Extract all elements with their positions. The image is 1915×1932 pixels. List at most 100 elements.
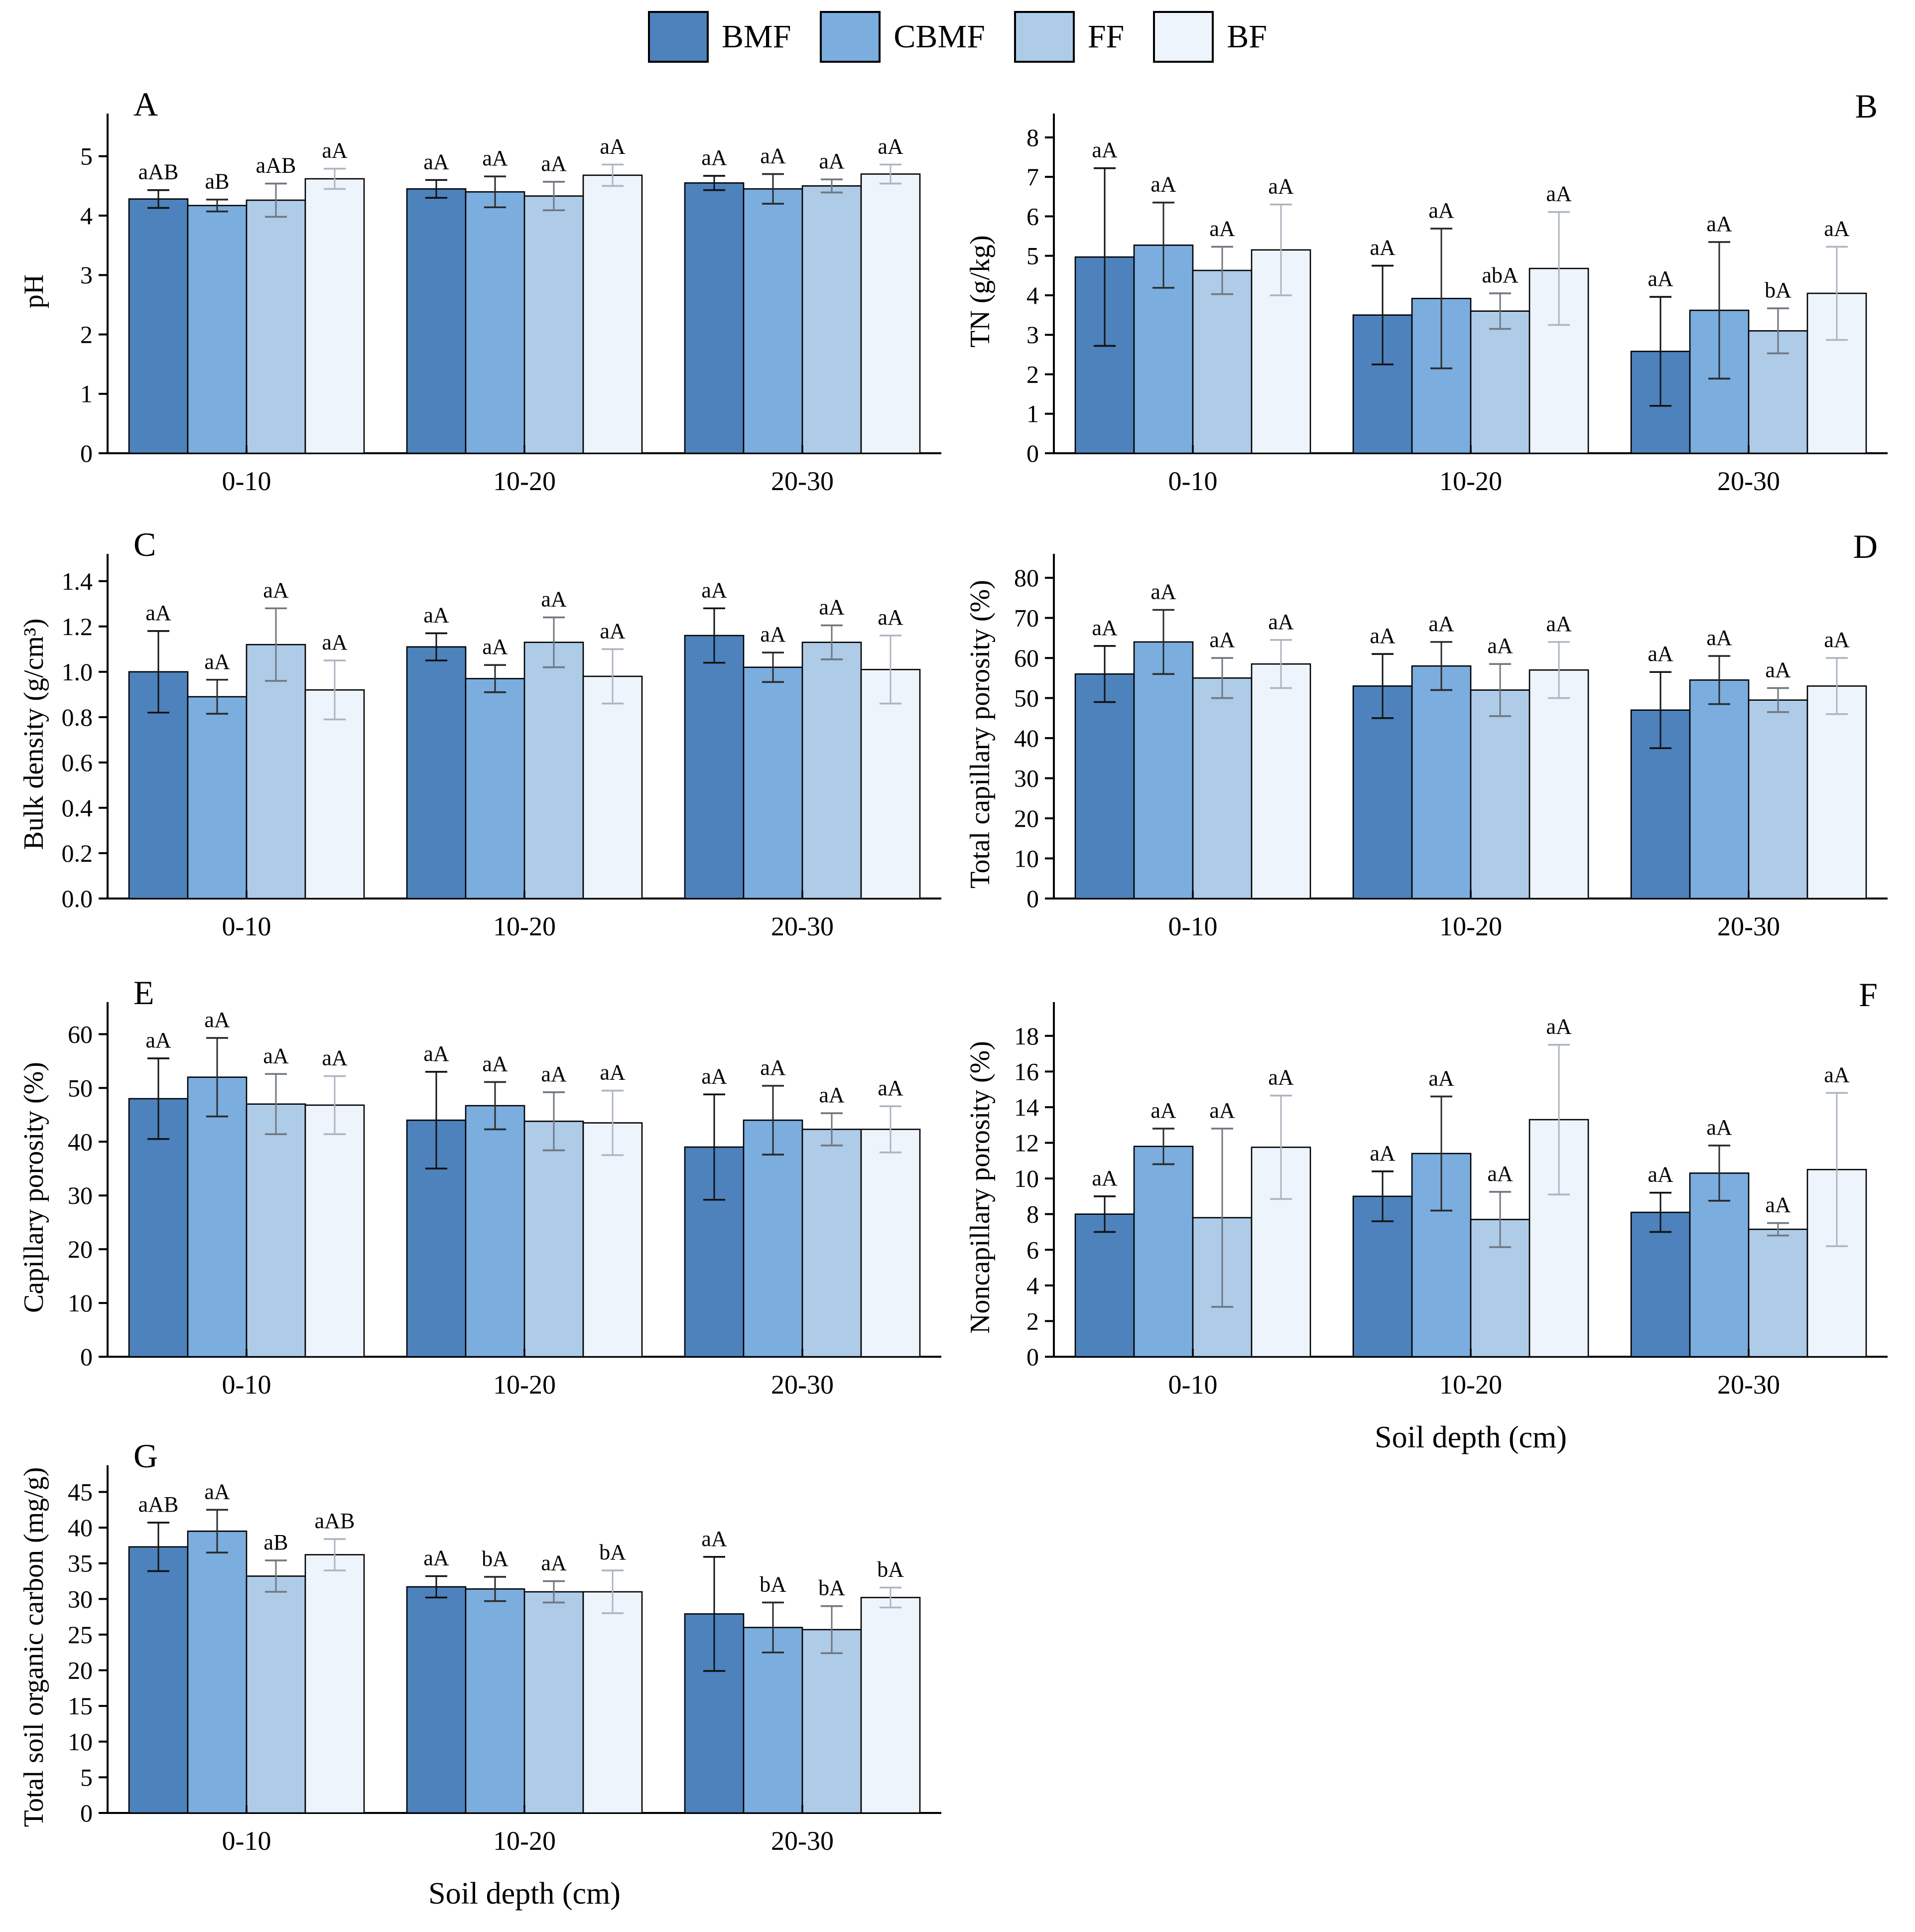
svg-text:aA: aA xyxy=(1150,1098,1176,1123)
svg-text:5: 5 xyxy=(1026,242,1039,270)
svg-text:aA: aA xyxy=(1765,1193,1791,1217)
svg-text:30: 30 xyxy=(68,1181,93,1209)
svg-text:50: 50 xyxy=(1014,684,1039,712)
svg-text:aA: aA xyxy=(263,1043,289,1068)
panel-E-chart: 0 10 20 30 40 50 60 Capillary porosity (%) EaA aA… xyxy=(18,974,941,1400)
svg-text:20: 20 xyxy=(68,1235,93,1263)
svg-text:45: 45 xyxy=(68,1478,93,1506)
svg-text:14: 14 xyxy=(1014,1093,1039,1121)
svg-text:0-10: 0-10 xyxy=(1168,911,1218,941)
svg-text:aA: aA xyxy=(263,578,289,602)
svg-text:aA: aA xyxy=(1370,624,1396,648)
svg-text:bA: bA xyxy=(482,1546,509,1571)
svg-text:aA: aA xyxy=(482,146,508,170)
svg-text:aA: aA xyxy=(204,1008,230,1032)
svg-text:30: 30 xyxy=(68,1585,93,1613)
svg-text:40: 40 xyxy=(68,1128,93,1156)
svg-text:10: 10 xyxy=(1014,845,1039,873)
svg-text:1: 1 xyxy=(1026,400,1039,428)
svg-text:20-30: 20-30 xyxy=(1717,466,1780,496)
svg-text:aA: aA xyxy=(1268,1065,1294,1090)
svg-text:aA: aA xyxy=(1765,657,1791,682)
svg-text:0: 0 xyxy=(1026,885,1039,912)
svg-text:aA: aA xyxy=(1824,216,1850,241)
svg-text:0.8: 0.8 xyxy=(62,703,93,731)
svg-text:0.0: 0.0 xyxy=(62,885,93,912)
svg-text:aA: aA xyxy=(1706,626,1732,650)
svg-text:aA: aA xyxy=(760,622,786,646)
svg-text:30: 30 xyxy=(1014,765,1039,792)
svg-text:aA: aA xyxy=(1648,642,1673,666)
svg-text:bA: bA xyxy=(877,1557,904,1581)
svg-text:20-30: 20-30 xyxy=(771,1370,834,1400)
svg-text:aAB: aAB xyxy=(315,1509,355,1533)
svg-text:aA: aA xyxy=(1209,216,1235,241)
svg-text:aB: aB xyxy=(205,169,230,194)
svg-text:Capillary porosity (%): Capillary porosity (%) xyxy=(18,1062,49,1313)
svg-text:40: 40 xyxy=(1014,724,1039,752)
svg-text:abA: abA xyxy=(1482,263,1519,287)
svg-text:1.4: 1.4 xyxy=(62,567,93,595)
legend-item-BMF: BMF xyxy=(647,11,791,63)
svg-text:aA: aA xyxy=(600,1060,626,1085)
svg-text:20-30: 20-30 xyxy=(1717,1370,1780,1400)
svg-text:70: 70 xyxy=(1014,604,1039,632)
svg-text:aA: aA xyxy=(1648,1162,1673,1187)
svg-text:0: 0 xyxy=(80,439,93,467)
svg-text:10-20: 10-20 xyxy=(493,1826,556,1856)
svg-text:F: F xyxy=(1859,976,1878,1014)
svg-text:aA: aA xyxy=(423,1041,449,1066)
svg-text:aA: aA xyxy=(482,635,508,659)
legend: BMF CBMF FF BF xyxy=(0,11,1915,63)
svg-text:bA: bA xyxy=(818,1576,845,1600)
svg-text:TN (g/kg): TN (g/kg) xyxy=(965,235,996,348)
svg-text:aA: aA xyxy=(145,601,171,625)
svg-text:aAB: aAB xyxy=(138,160,179,184)
svg-text:aA: aA xyxy=(1546,612,1572,636)
svg-text:16: 16 xyxy=(1014,1057,1039,1085)
svg-text:aA: aA xyxy=(145,1028,171,1052)
svg-text:aA: aA xyxy=(1209,628,1235,652)
svg-text:aA: aA xyxy=(1428,198,1454,223)
svg-text:Soil depth (cm): Soil depth (cm) xyxy=(428,1877,621,1911)
svg-text:aAB: aAB xyxy=(256,153,296,178)
svg-text:5: 5 xyxy=(80,1763,93,1791)
svg-text:0: 0 xyxy=(1026,1343,1039,1371)
legend-item-CBMF: CBMF xyxy=(820,11,985,63)
legend-item-FF: FF xyxy=(1014,11,1124,63)
panel-G-chart: 0 5 10 15 20 25 30 35 40 45 Total soil organic car… xyxy=(18,1437,941,1911)
svg-text:aA: aA xyxy=(878,1076,903,1100)
svg-text:G: G xyxy=(133,1437,158,1475)
svg-text:aA: aA xyxy=(1824,1062,1850,1087)
svg-text:80: 80 xyxy=(1014,564,1039,592)
svg-text:aA: aA xyxy=(541,587,567,612)
svg-text:aA: aA xyxy=(1150,172,1176,197)
svg-text:35: 35 xyxy=(68,1549,93,1577)
svg-text:0-10: 0-10 xyxy=(1168,466,1218,496)
svg-text:0-10: 0-10 xyxy=(222,911,271,941)
svg-text:aA: aA xyxy=(701,578,727,602)
svg-text:aA: aA xyxy=(322,1046,348,1070)
svg-text:10: 10 xyxy=(68,1289,93,1317)
panel-D-chart: 0 10 20 30 40 50 60 70 80 Total capillary porosit… xyxy=(965,527,1888,941)
svg-text:A: A xyxy=(133,85,158,123)
svg-text:20-30: 20-30 xyxy=(1717,911,1780,941)
svg-text:aA: aA xyxy=(1824,628,1850,652)
svg-text:0-10: 0-10 xyxy=(222,1370,271,1400)
svg-text:aA: aA xyxy=(204,649,230,674)
svg-text:1.0: 1.0 xyxy=(62,658,93,686)
svg-text:aA: aA xyxy=(600,619,626,643)
svg-text:aA: aA xyxy=(541,1551,567,1575)
svg-text:6: 6 xyxy=(1026,202,1039,230)
svg-text:10-20: 10-20 xyxy=(1439,1370,1502,1400)
svg-text:60: 60 xyxy=(1014,644,1039,672)
svg-text:25: 25 xyxy=(68,1621,93,1649)
svg-text:aA: aA xyxy=(1370,235,1396,259)
svg-text:aA: aA xyxy=(541,151,567,176)
svg-text:10-20: 10-20 xyxy=(1439,911,1502,941)
svg-text:E: E xyxy=(133,974,154,1012)
svg-text:aA: aA xyxy=(1487,1161,1513,1186)
svg-text:pH: pH xyxy=(18,274,49,308)
svg-text:10-20: 10-20 xyxy=(1439,466,1502,496)
svg-text:0-10: 0-10 xyxy=(222,1826,271,1856)
